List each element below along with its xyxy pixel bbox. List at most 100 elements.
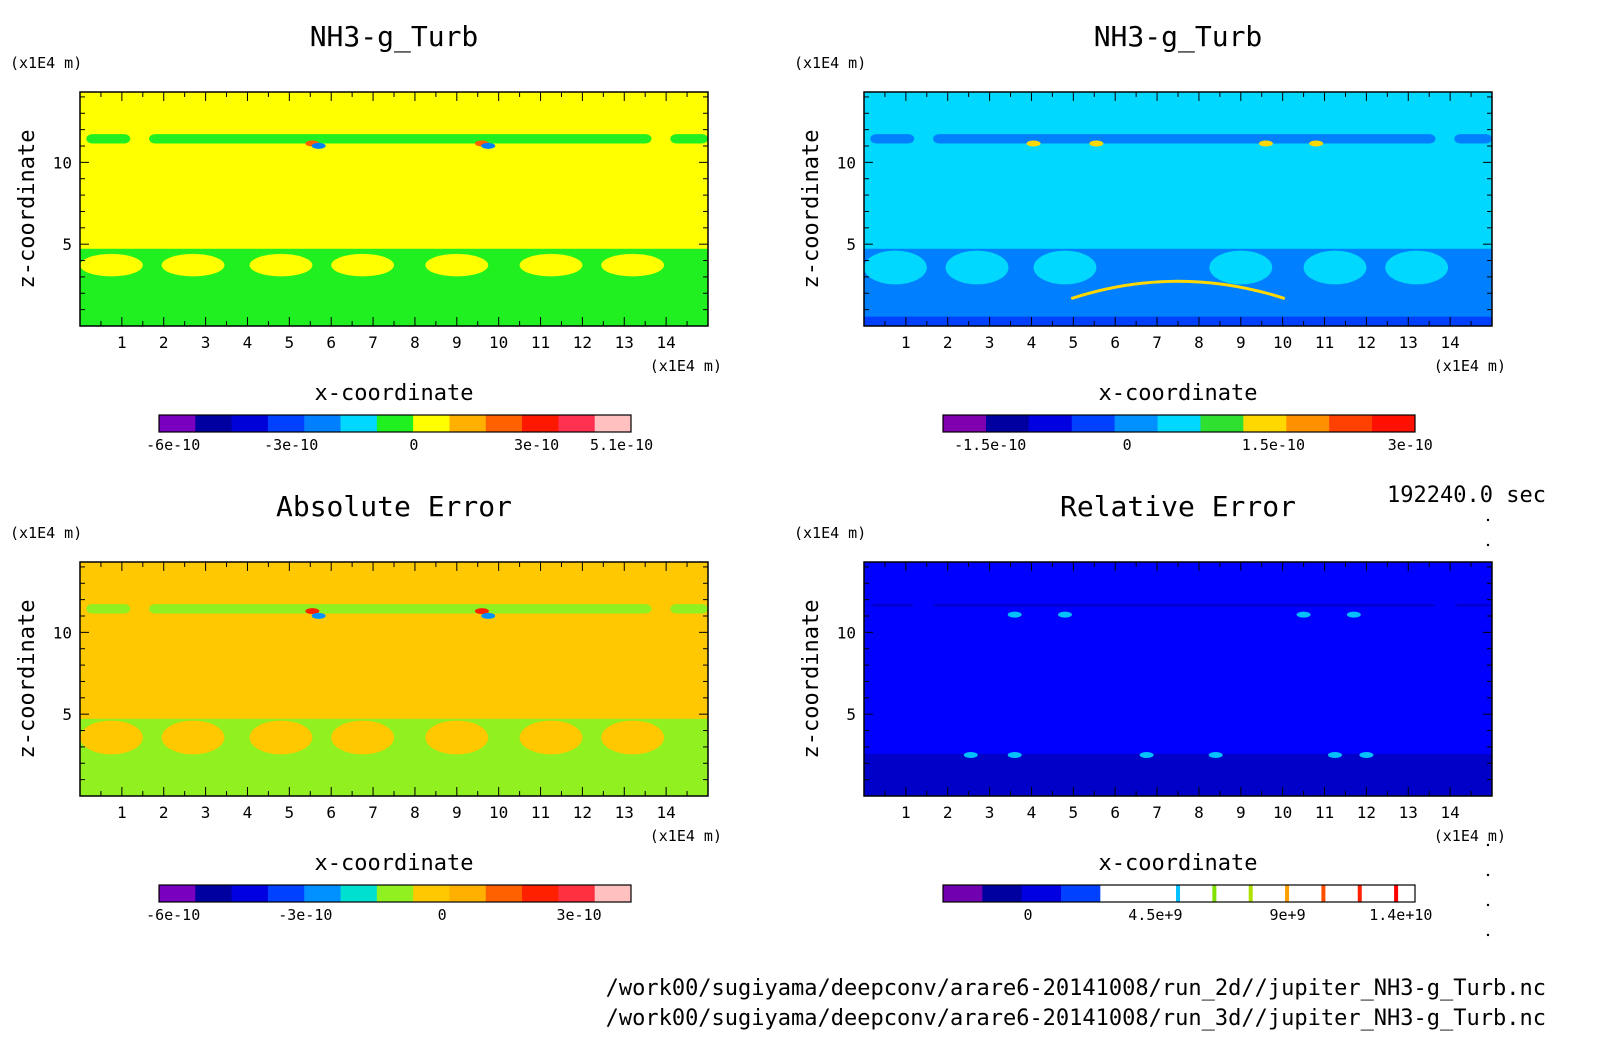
colorbar-tick-label: 3e-10 — [1388, 436, 1433, 454]
y-tick-label: 10 — [53, 623, 72, 642]
field-streak — [86, 134, 131, 144]
x-tick-label: 7 — [368, 803, 378, 822]
colorbar-tick-label: -1.5e-10 — [954, 436, 1026, 454]
colorbar-frame — [158, 414, 632, 433]
field-spot — [1057, 611, 1072, 618]
x-tick-label: 10 — [1273, 333, 1292, 352]
colorbar-frame — [158, 884, 632, 903]
y-unit-label: (x1E4 m) — [794, 54, 866, 72]
y-tick-label: 5 — [846, 705, 856, 724]
field-blob — [1385, 250, 1449, 285]
field-blob — [80, 720, 143, 755]
colorbar-segment — [594, 885, 632, 902]
x-tick-label: 11 — [1315, 333, 1334, 352]
x-tick-label: 1 — [901, 803, 911, 822]
field-band — [864, 753, 1492, 796]
colorbar-segment — [449, 885, 487, 902]
field-streak — [86, 604, 131, 614]
colorbar-tick-label: 1.5e-10 — [1242, 436, 1305, 454]
field-blob — [249, 253, 313, 277]
colorbar-marker — [1176, 885, 1181, 902]
colorbar: -6e-10 -3e-10 0 3e-10 5.1e-10 — [146, 414, 653, 454]
x-tick-label: 6 — [1110, 803, 1120, 822]
x-tick-label: 5 — [285, 803, 295, 822]
colorbar-segment — [376, 415, 414, 432]
colorbar-segment — [485, 415, 523, 432]
field-blob — [249, 720, 313, 755]
field-blob — [161, 253, 225, 277]
field-streak — [870, 604, 915, 607]
x-tick-label: 9 — [452, 333, 462, 352]
colorbar-segment — [1061, 885, 1101, 902]
colorbar-segment — [231, 415, 269, 432]
footer-path-run-2d: /work00/sugiyama/deepconv/arare6-2014100… — [606, 976, 1546, 1001]
colorbar-tick-label: -3e-10 — [264, 436, 318, 454]
x-tick-label: 12 — [573, 333, 592, 352]
field-blob — [519, 253, 583, 277]
colorbar-tick-label: 1.4e+10 — [1369, 906, 1432, 924]
colorbar-segment — [449, 415, 487, 432]
colorbar-segment — [1028, 415, 1073, 432]
colorbar-segment — [1329, 415, 1373, 432]
field-streak — [933, 134, 1436, 144]
x-axis-label: x-coordinate — [1099, 851, 1258, 876]
colorbar-marker — [1394, 885, 1399, 902]
margin-dot — [1486, 518, 1490, 522]
y-tick-label: 5 — [62, 235, 72, 254]
x-tick-label: 13 — [1399, 333, 1418, 352]
x-axis-label: x-coordinate — [315, 851, 474, 876]
x-tick-label: 12 — [1357, 333, 1376, 352]
colorbar-tick-label: 9e+9 — [1269, 906, 1305, 924]
y-tick-label: 10 — [837, 153, 856, 172]
colorbar-tick-label: -6e-10 — [146, 906, 200, 924]
colorbar-segment — [1243, 415, 1287, 432]
x-tick-label: 10 — [489, 803, 508, 822]
field-blob — [331, 253, 394, 277]
colorbar-segment — [304, 885, 342, 902]
colorbar-segment — [943, 415, 987, 432]
field-blob — [425, 253, 489, 277]
x-tick-label: 14 — [1441, 803, 1460, 822]
field-spot — [1309, 140, 1324, 147]
x-tick-label: 3 — [985, 803, 995, 822]
x-tick-label: 13 — [615, 803, 634, 822]
field-spot — [1007, 611, 1022, 618]
colorbar-frame — [942, 414, 1416, 433]
x-tick-label: 9 — [452, 803, 462, 822]
colorbar-tick-label: 3e-10 — [557, 906, 602, 924]
margin-dot — [1486, 903, 1490, 907]
field-streak — [670, 134, 708, 144]
field-streak — [1454, 134, 1492, 144]
y-unit-label: (x1E4 m) — [10, 54, 82, 72]
colorbar-segment — [1100, 885, 1141, 902]
colorbar-tick-label: 0 — [438, 906, 447, 924]
y-unit-label: (x1E4 m) — [10, 524, 82, 542]
x-tick-label: 13 — [615, 333, 634, 352]
colorbar-segment — [1286, 415, 1330, 432]
x-tick-label: 14 — [657, 803, 676, 822]
colorbar-marker — [1212, 885, 1217, 902]
field-blob — [601, 720, 665, 755]
field-blob — [1033, 250, 1097, 285]
x-tick-label: 7 — [1152, 333, 1162, 352]
y-tick-label: 5 — [846, 235, 856, 254]
x-tick-label: 2 — [943, 803, 953, 822]
field-blob — [80, 253, 143, 277]
colorbar-segment — [558, 415, 596, 432]
y-axis-label: z-coordinate — [799, 600, 824, 759]
colorbar-marker — [1285, 885, 1290, 902]
colorbar-segment — [943, 885, 983, 902]
colorbar: 0 4.5e+9 9e+9 1.4e+10 — [942, 884, 1432, 924]
field-arc — [1070, 279, 1286, 300]
x-tick-label: 13 — [1399, 803, 1418, 822]
field-spot — [1139, 752, 1154, 759]
x-tick-label: 12 — [573, 803, 592, 822]
colorbar-marker — [1248, 885, 1253, 902]
x-tick-label: 4 — [243, 803, 253, 822]
x-tick-label: 3 — [201, 333, 211, 352]
x-tick-label: 14 — [1441, 333, 1460, 352]
field-spot — [1007, 752, 1022, 759]
field-spot — [1296, 611, 1311, 618]
field-blob — [601, 253, 665, 277]
colorbar-segment — [267, 885, 305, 902]
